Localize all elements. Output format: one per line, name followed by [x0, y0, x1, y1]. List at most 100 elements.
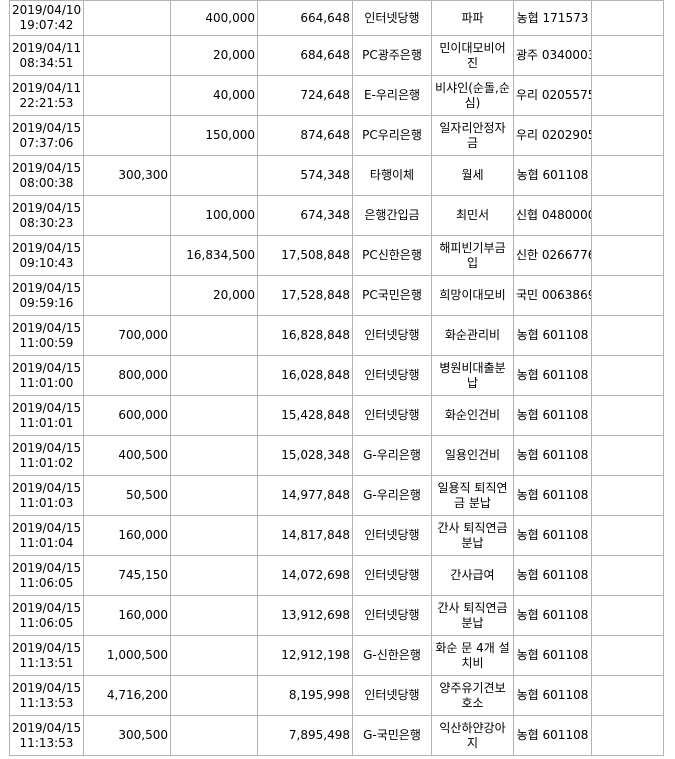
- transaction-date: 2019/04/10: [12, 3, 82, 17]
- deposit-amount-cell: [170, 315, 258, 356]
- transaction-time: 11:01:00: [19, 375, 74, 390]
- transaction-method-cell: 타행이체: [352, 155, 432, 196]
- withdrawal-amount-cell: 300,500: [83, 715, 171, 756]
- transaction-description-cell: 해피빈기부금입: [431, 235, 514, 276]
- balance-amount-cell: 15,028,348: [257, 435, 353, 476]
- table-row[interactable]: 2019/04/10 19:07:42 400,000 664,648 인터넷당…: [9, 0, 664, 36]
- transaction-date: 2019/04/15: [12, 520, 82, 535]
- transaction-time: 11:01:04: [19, 535, 74, 550]
- table-row[interactable]: 2019/04/15 08:30:23 100,000 674,348 은행간입…: [9, 195, 664, 236]
- transaction-method-cell: G-우리은행: [352, 475, 432, 516]
- transaction-datetime-cell: 2019/04/15 11:13:51: [9, 635, 84, 676]
- transaction-method-cell: 인터넷당행: [352, 355, 432, 396]
- bank-code-cell: 우리 0202905: [513, 115, 592, 156]
- transaction-datetime-cell: 2019/04/15 11:01:02: [9, 435, 84, 476]
- transaction-date: 2019/04/15: [12, 200, 82, 215]
- table-row[interactable]: 2019/04/11 22:21:53 40,000 724,648 E-우리은…: [9, 75, 664, 116]
- bank-code-cell: 농협 601108: [513, 395, 592, 436]
- transaction-method-cell: 인터넷당행: [352, 0, 432, 36]
- deposit-amount-cell: 100,000: [170, 195, 258, 236]
- bank-code-cell: 농협 601108: [513, 475, 592, 516]
- transaction-method-cell: PC우리은행: [352, 115, 432, 156]
- transaction-datetime-cell: 2019/04/15 11:06:05: [9, 555, 84, 596]
- transaction-time: 08:00:38: [19, 175, 74, 190]
- balance-amount-cell: 8,195,998: [257, 675, 353, 716]
- transaction-datetime-cell: 2019/04/15 11:06:05: [9, 595, 84, 636]
- table-row[interactable]: 2019/04/15 11:00:59 700,000 16,828,848 인…: [9, 315, 664, 356]
- balance-amount-cell: 16,028,848: [257, 355, 353, 396]
- deposit-amount-cell: 16,834,500: [170, 235, 258, 276]
- transaction-time: 11:01:01: [19, 415, 74, 430]
- table-row[interactable]: 2019/04/15 09:59:16 20,000 17,528,848 PC…: [9, 275, 664, 316]
- memo-empty-cell: [591, 155, 664, 196]
- transaction-table-container: 2019/04/10 19:07:42 400,000 664,648 인터넷당…: [9, 0, 664, 756]
- memo-empty-cell: [591, 595, 664, 636]
- table-row[interactable]: 2019/04/15 08:00:38 300,300 574,348 타행이체…: [9, 155, 664, 196]
- transaction-method-cell: 은행간입금: [352, 195, 432, 236]
- transaction-date: 2019/04/15: [12, 360, 82, 375]
- bank-code-cell: 농협 601108: [513, 675, 592, 716]
- transaction-description-cell: 화순 문 4개 설치비: [431, 635, 514, 676]
- table-row[interactable]: 2019/04/15 11:13:51 1,000,500 12,912,198…: [9, 635, 664, 676]
- transaction-datetime-cell: 2019/04/15 08:00:38: [9, 155, 84, 196]
- memo-empty-cell: [591, 235, 664, 276]
- memo-empty-cell: [591, 715, 664, 756]
- deposit-amount-cell: [170, 515, 258, 556]
- transaction-datetime-cell: 2019/04/15 07:37:06: [9, 115, 84, 156]
- table-row[interactable]: 2019/04/15 11:06:05 745,150 14,072,698 인…: [9, 555, 664, 596]
- bank-code-cell: 신협 0480000: [513, 195, 592, 236]
- bank-code-cell: 신한 0266776: [513, 235, 592, 276]
- transaction-time: 11:01:03: [19, 495, 74, 510]
- transaction-description-cell: 간사 퇴직연금 분납: [431, 595, 514, 636]
- transaction-date: 2019/04/15: [12, 480, 82, 495]
- table-row[interactable]: 2019/04/15 11:01:02 400,500 15,028,348 G…: [9, 435, 664, 476]
- bank-code-cell: 농협 601108: [513, 715, 592, 756]
- balance-amount-cell: 14,817,848: [257, 515, 353, 556]
- table-row[interactable]: 2019/04/15 11:01:04 160,000 14,817,848 인…: [9, 515, 664, 556]
- balance-amount-cell: 724,648: [257, 75, 353, 116]
- transaction-description-cell: 월세: [431, 155, 514, 196]
- deposit-amount-cell: [170, 595, 258, 636]
- transaction-time: 11:00:59: [19, 335, 74, 350]
- transaction-date: 2019/04/15: [12, 400, 82, 415]
- balance-amount-cell: 664,648: [257, 0, 353, 36]
- table-row[interactable]: 2019/04/15 11:01:03 50,500 14,977,848 G-…: [9, 475, 664, 516]
- transaction-datetime-cell: 2019/04/11 22:21:53: [9, 75, 84, 116]
- table-row[interactable]: 2019/04/15 09:10:43 16,834,500 17,508,84…: [9, 235, 664, 276]
- transaction-time: 11:01:02: [19, 455, 74, 470]
- transaction-datetime-cell: 2019/04/15 09:59:16: [9, 275, 84, 316]
- transaction-time: 08:30:23: [19, 215, 74, 230]
- table-row[interactable]: 2019/04/15 11:13:53 300,500 7,895,498 G-…: [9, 715, 664, 756]
- bank-code-cell: 농협 601108: [513, 635, 592, 676]
- memo-empty-cell: [591, 435, 664, 476]
- memo-empty-cell: [591, 275, 664, 316]
- table-row[interactable]: 2019/04/15 07:37:06 150,000 874,648 PC우리…: [9, 115, 664, 156]
- transaction-date: 2019/04/11: [12, 80, 82, 95]
- transaction-method-cell: G-국민은행: [352, 715, 432, 756]
- memo-empty-cell: [591, 515, 664, 556]
- transaction-datetime-cell: 2019/04/15 09:10:43: [9, 235, 84, 276]
- transaction-description-cell: 일용직 퇴직연금 분납: [431, 475, 514, 516]
- table-row[interactable]: 2019/04/15 11:06:05 160,000 13,912,698 인…: [9, 595, 664, 636]
- balance-amount-cell: 684,648: [257, 35, 353, 76]
- table-row[interactable]: 2019/04/15 11:01:00 800,000 16,028,848 인…: [9, 355, 664, 396]
- transaction-description-cell: 익산하얀강아지: [431, 715, 514, 756]
- deposit-amount-cell: [170, 675, 258, 716]
- memo-empty-cell: [591, 395, 664, 436]
- deposit-amount-cell: [170, 555, 258, 596]
- bank-code-cell: 농협 601108: [513, 315, 592, 356]
- balance-amount-cell: 13,912,698: [257, 595, 353, 636]
- transaction-time: 11:13:51: [19, 655, 74, 670]
- transaction-date: 2019/04/15: [12, 240, 82, 255]
- memo-empty-cell: [591, 0, 664, 36]
- table-row[interactable]: 2019/04/15 11:13:53 4,716,200 8,195,998 …: [9, 675, 664, 716]
- table-row[interactable]: 2019/04/15 11:01:01 600,000 15,428,848 인…: [9, 395, 664, 436]
- bank-code-cell: 국민 0063869: [513, 275, 592, 316]
- table-row[interactable]: 2019/04/11 08:34:51 20,000 684,648 PC광주은…: [9, 35, 664, 76]
- deposit-amount-cell: 40,000: [170, 75, 258, 116]
- balance-amount-cell: 14,977,848: [257, 475, 353, 516]
- transaction-method-cell: PC국민은행: [352, 275, 432, 316]
- withdrawal-amount-cell: 300,300: [83, 155, 171, 196]
- transaction-time: 11:13:53: [19, 735, 74, 750]
- withdrawal-amount-cell: [83, 35, 171, 76]
